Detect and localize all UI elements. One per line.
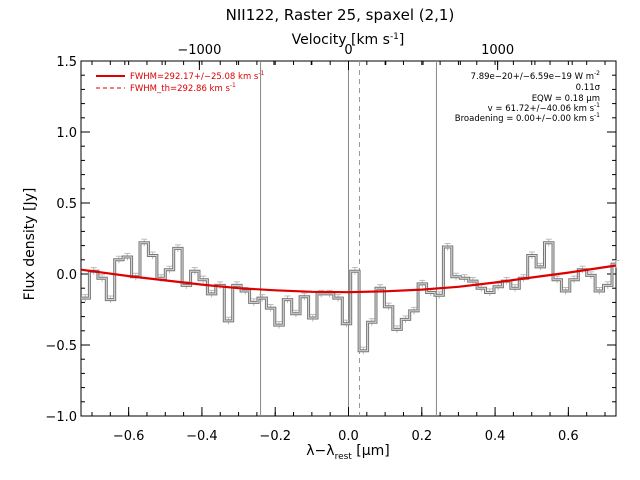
top-axis-title: Velocity [km s-1] [292, 32, 405, 48]
x-tick-label: 0.6 [558, 429, 579, 444]
legend: FWHM=292.17+/−25.08 km s-1 FWHM_th=292.8… [96, 70, 265, 94]
annotation-line-3: EQW = 0.18 μm [532, 94, 600, 104]
annotation-line-3-main: EQW = 0.18 μm [532, 94, 600, 104]
top-tick-label: 1000 [481, 43, 514, 58]
top-tick-label: 0 [344, 43, 352, 58]
top-tick-label: −1000 [177, 43, 221, 58]
top-axis-title-main: Velocity [km s [292, 32, 390, 48]
x-axis-title-main: λ−λ [306, 443, 334, 459]
legend-label-fwhm: FWHM=292.17+/−25.08 km s-1 [130, 70, 265, 82]
y-tick-label: 0.5 [56, 197, 77, 212]
annotation-line-1: 7.89e−20+/−6.59e−19 W m-2 [471, 70, 601, 82]
y-axis-title: Flux density [Jy] [22, 188, 38, 301]
annotation-line-4-sup: -1 [594, 102, 600, 109]
legend-label-fwhm-th: FWHM_th=292.86 km s-1 [130, 82, 236, 94]
top-axis-title-sup: -1 [390, 32, 399, 42]
y-tick-label: 1.5 [56, 55, 77, 70]
x-tick-label: −0.4 [186, 429, 218, 444]
annotation-line-1-sup: -2 [594, 70, 600, 77]
x-tick-label: −0.6 [113, 429, 145, 444]
plot-area: −0.6 −0.4 −0.2 0.0 0.2 0.4 0.6 −1000 0 1000 −1.0 −0… [45, 43, 620, 444]
x-tick-label: 0.0 [338, 429, 359, 444]
y-tick-label: 1.0 [56, 126, 77, 141]
x-tick-label: −0.2 [259, 429, 291, 444]
y-tick-label: 0.0 [56, 268, 77, 283]
y-tick-label: −0.5 [45, 339, 77, 354]
legend-label-fwhm-th-sup: -1 [230, 82, 236, 89]
top-axis-title-end: ] [399, 32, 404, 48]
x-axis-title-sub: rest [335, 452, 353, 462]
spectrum-step-highlight [81, 242, 616, 352]
x-axis-title: λ−λrest [μm] [306, 443, 390, 462]
annotations: 7.89e−20+/−6.59e−19 W m-2 0.11σ EQW = 0.… [455, 70, 601, 124]
legend-label-fwhm-sup: -1 [258, 70, 264, 77]
x-tick-label: 0.4 [485, 429, 506, 444]
chart-title: NII122, Raster 25, spaxel (2,1) [226, 6, 455, 24]
x-axis-title-unit: [μm] [352, 443, 390, 459]
x-tick-label: 0.2 [411, 429, 432, 444]
legend-label-fwhm-th-main: FWHM_th=292.86 km s [130, 84, 230, 94]
annotation-line-1-main: 7.89e−20+/−6.59e−19 W m [471, 72, 594, 82]
annotation-line-2-main: 0.11σ [576, 83, 601, 93]
annotation-line-2: 0.11σ [576, 83, 601, 93]
legend-label-fwhm-main: FWHM=292.17+/−25.08 km s [130, 72, 259, 82]
annotation-line-4: v = 61.72+/−40.06 km s-1 [488, 102, 601, 114]
annotation-line-5-main: Broadening = 0.00+/−0.00 km s [455, 114, 595, 124]
y-tick-label: −1.0 [45, 410, 77, 425]
fit-curve [80, 264, 617, 294]
annotation-line-4-main: v = 61.72+/−40.06 km s [488, 104, 595, 114]
annotation-line-5-sup: -1 [594, 112, 600, 119]
annotation-line-5: Broadening = 0.00+/−0.00 km s-1 [455, 112, 600, 124]
